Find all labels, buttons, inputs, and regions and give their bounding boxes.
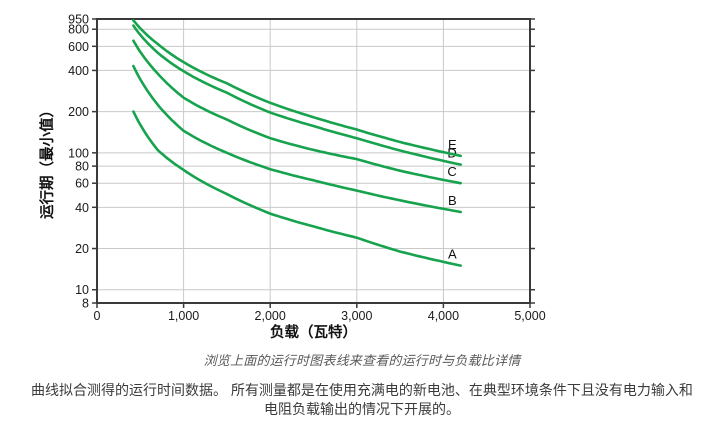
y-tick-label: 8 (82, 297, 89, 311)
description-line-1: 曲线拟合测得的运行时间数据。 所有测量都是在使用充满电的新电池、在典型环境条件下… (31, 382, 693, 398)
y-tick-label: 950 (68, 13, 89, 27)
x-tick-label: 1,000 (168, 309, 199, 323)
description-line-2: 电阻负载输出的情况下开展的。 (264, 401, 460, 417)
x-tick-label: 4,000 (428, 309, 459, 323)
chart-description: 曲线拟合测得的运行时间数据。 所有测量都是在使用充满电的新电池、在典型环境条件下… (0, 381, 724, 419)
x-tick-label: 0 (94, 309, 101, 323)
curve-label-B: B (448, 193, 457, 208)
y-tick-label: 60 (75, 177, 89, 191)
curve-D[interactable] (132, 24, 463, 166)
curve-label-A: A (448, 247, 457, 262)
y-tick-label: 10 (75, 283, 89, 297)
y-tick-label: 200 (68, 105, 89, 119)
y-tick-label: 100 (68, 146, 89, 160)
y-tick-label: 800 (68, 23, 89, 37)
runtime-load-chart[interactable]: 950 800 600 400 200 100 80 60 40 20 10 8 0 1,000 2,000… (0, 0, 560, 345)
x-tick-label: 2,000 (255, 309, 286, 323)
chart-caption: 浏览上面的运行时图表线来查看的运行时与负载比详情 (203, 353, 521, 368)
curve-label-E: E (448, 137, 457, 152)
y-tick-label: 80 (75, 160, 89, 174)
x-tick-label: 5,000 (514, 309, 545, 323)
y-tick-label: 40 (75, 201, 89, 215)
curve-A[interactable] (132, 110, 463, 267)
curve-C[interactable] (132, 39, 463, 185)
y-tick-label: 600 (68, 40, 89, 54)
curve-B[interactable] (132, 64, 463, 214)
x-axis-title: 负载（瓦特） (270, 323, 357, 341)
plot-border (96, 18, 531, 304)
curve-E[interactable] (132, 19, 463, 158)
y-tick-label: 20 (75, 242, 89, 256)
x-tick-label: 3,000 (341, 309, 372, 323)
y-axis-title: 运行期（最小值） (38, 103, 56, 219)
y-tick-label: 400 (68, 64, 89, 78)
curve-label-C: C (447, 164, 456, 179)
